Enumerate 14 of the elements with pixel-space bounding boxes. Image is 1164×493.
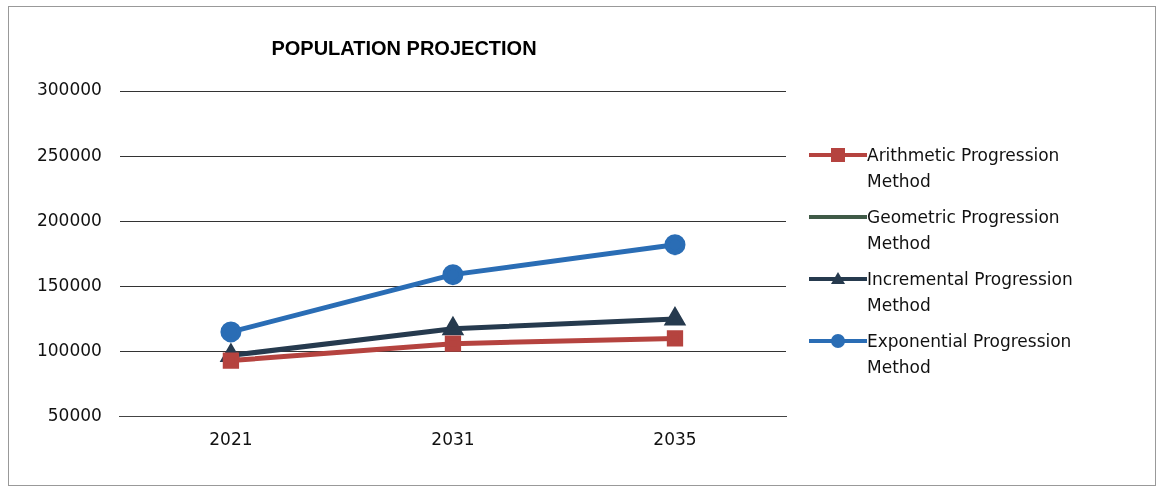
y-tick-label: 100000 [36, 339, 102, 360]
y-tick-label: 200000 [36, 209, 102, 230]
x-tick-label: 2035 [653, 429, 697, 450]
legend-label: Arithmetic Progression Method [867, 144, 1061, 193]
x-tick-label: 2021 [209, 429, 253, 450]
y-tick-label: 250000 [36, 144, 102, 165]
legend-label: Exponential Progression Method [867, 330, 1073, 379]
y-tick-label: 50000 [47, 405, 102, 426]
x-tick-label: 2031 [431, 429, 475, 450]
y-tick-label: 150000 [36, 274, 102, 295]
legend-label: Incremental Progression Method [867, 268, 1074, 317]
legend-label: Geometric Progression Method [867, 206, 1061, 255]
chart-title: POPULATION PROJECTION [271, 36, 537, 59]
y-tick-label: 300000 [36, 79, 102, 100]
